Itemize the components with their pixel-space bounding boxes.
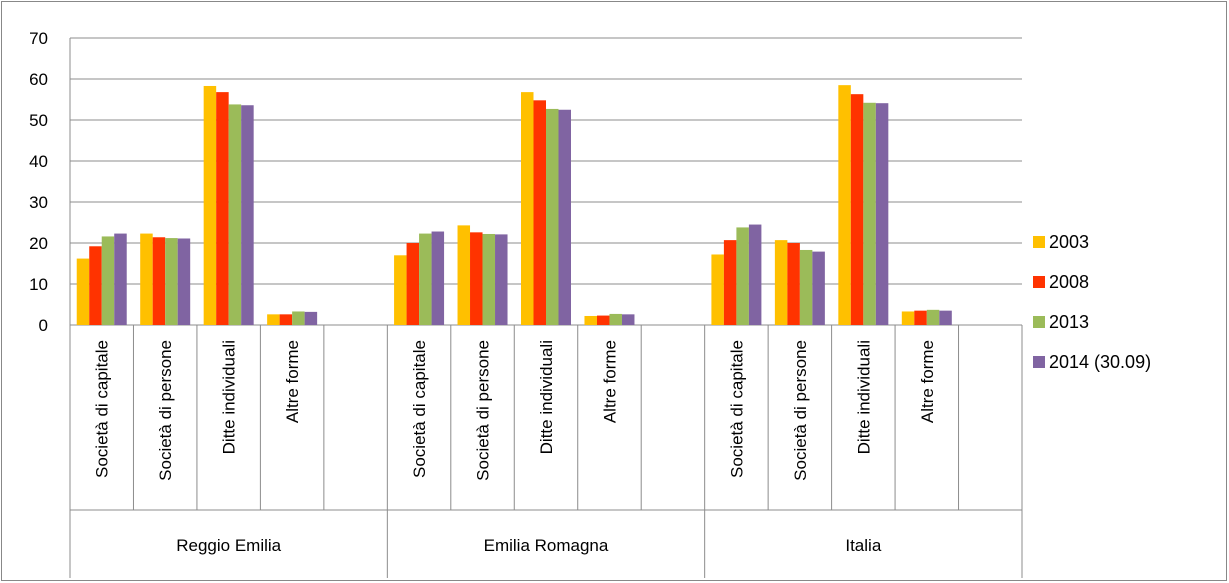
bar [140, 233, 153, 325]
category-label: Ditte individuali [854, 340, 873, 454]
bar [228, 104, 242, 325]
legend-swatch [1033, 236, 1045, 248]
category-label: Società di capitale [410, 340, 429, 478]
bar [774, 240, 788, 325]
bar [939, 310, 952, 325]
bar [901, 311, 915, 325]
group-label: Emilia Romagna [484, 536, 609, 555]
bar [470, 232, 483, 325]
bar [89, 246, 102, 325]
y-tick-label: 60 [29, 70, 48, 89]
bar [241, 105, 254, 326]
y-tick-label: 40 [29, 152, 48, 171]
bar [609, 313, 622, 325]
category-label: Società di persone [156, 340, 175, 481]
bar [482, 233, 496, 325]
category-label: Società di capitale [93, 340, 112, 478]
category-label: Ditte individuali [537, 340, 556, 454]
bar [267, 314, 280, 325]
bar [177, 238, 191, 325]
bar [584, 315, 597, 325]
category-label: Ditte individuali [220, 340, 239, 454]
bar [748, 224, 762, 325]
bar [850, 94, 864, 325]
group-label: Italia [845, 536, 881, 555]
bar [838, 85, 851, 326]
bar [787, 243, 800, 325]
category-label: Società di persone [791, 340, 810, 481]
bar [394, 255, 407, 325]
bar [863, 102, 876, 325]
legend-swatch [1033, 276, 1045, 288]
bar [546, 108, 559, 326]
bar [203, 85, 217, 325]
bar [216, 92, 229, 326]
y-tick-label: 0 [39, 316, 48, 335]
legend-swatch [1033, 316, 1045, 328]
bar [101, 236, 115, 325]
bar [914, 310, 927, 325]
bar [76, 258, 90, 325]
legend-label: 2008 [1049, 272, 1089, 292]
bar [495, 234, 508, 325]
y-tick-label: 50 [29, 111, 48, 130]
y-tick-label: 30 [29, 193, 48, 212]
bar [419, 233, 432, 325]
bar [875, 103, 889, 325]
bar [596, 315, 610, 325]
legend-label: 2014 (30.09) [1049, 352, 1151, 372]
bar [736, 227, 749, 325]
bar [558, 109, 571, 325]
bar [165, 238, 178, 325]
bar [406, 243, 420, 325]
bar [304, 311, 318, 325]
bar [711, 254, 724, 325]
category-label: Altre forme [600, 340, 619, 423]
bar [926, 309, 940, 325]
bar [799, 249, 813, 325]
bar [457, 225, 471, 325]
category-label: Società di persone [474, 340, 493, 481]
y-tick-label: 10 [29, 275, 48, 294]
bar [521, 92, 534, 326]
y-tick-label: 20 [29, 234, 48, 253]
bar [114, 233, 127, 325]
y-tick-label: 70 [29, 29, 48, 48]
category-label: Altre forme [918, 340, 937, 423]
category-label: Società di capitale [727, 340, 746, 478]
category-label: Altre forme [283, 340, 302, 423]
bar [152, 237, 166, 325]
bar [279, 314, 293, 325]
legend-swatch [1033, 356, 1045, 368]
group-label: Reggio Emilia [176, 536, 281, 555]
bar [292, 311, 305, 325]
bar [621, 314, 635, 325]
bar [431, 231, 445, 325]
legend-label: 2013 [1049, 312, 1089, 332]
bar [723, 240, 737, 325]
bar [533, 100, 546, 325]
legend-label: 2003 [1049, 232, 1089, 252]
bar [812, 251, 825, 325]
